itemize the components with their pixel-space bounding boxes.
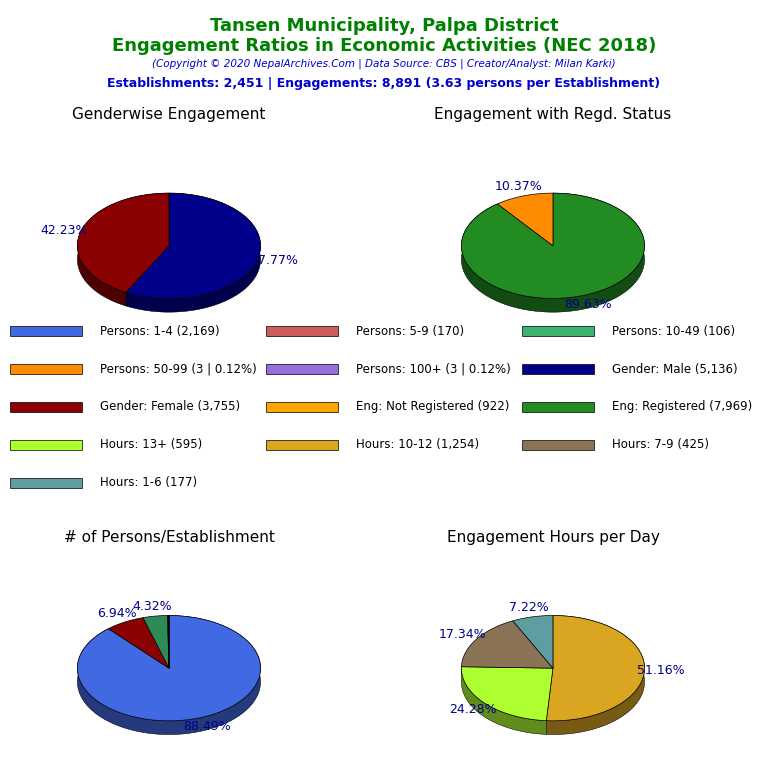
FancyBboxPatch shape — [522, 402, 594, 412]
Text: Hours: 10-12 (1,254): Hours: 10-12 (1,254) — [356, 439, 479, 452]
Text: Gender: Male (5,136): Gender: Male (5,136) — [612, 362, 737, 376]
Text: Persons: 1-4 (2,169): Persons: 1-4 (2,169) — [100, 325, 220, 338]
Ellipse shape — [78, 207, 260, 312]
FancyBboxPatch shape — [10, 440, 82, 449]
Text: Genderwise Engagement: Genderwise Engagement — [72, 108, 266, 122]
Text: # of Persons/Establishment: # of Persons/Establishment — [64, 530, 274, 545]
Ellipse shape — [462, 207, 644, 312]
Text: 17.34%: 17.34% — [439, 628, 486, 641]
Text: 89.63%: 89.63% — [564, 298, 611, 311]
Text: Persons: 5-9 (170): Persons: 5-9 (170) — [356, 325, 464, 338]
FancyBboxPatch shape — [10, 402, 82, 412]
Text: Persons: 50-99 (3 | 0.12%): Persons: 50-99 (3 | 0.12%) — [100, 362, 257, 376]
Text: 57.77%: 57.77% — [250, 254, 298, 267]
Text: Tansen Municipality, Palpa District: Tansen Municipality, Palpa District — [210, 17, 558, 35]
FancyBboxPatch shape — [266, 364, 338, 374]
Text: Engagement Hours per Day: Engagement Hours per Day — [446, 530, 660, 545]
Text: 7.22%: 7.22% — [508, 601, 548, 614]
Text: Hours: 7-9 (425): Hours: 7-9 (425) — [612, 439, 709, 452]
Text: 51.16%: 51.16% — [637, 664, 685, 677]
FancyBboxPatch shape — [266, 402, 338, 412]
Text: Gender: Female (3,755): Gender: Female (3,755) — [100, 400, 240, 413]
FancyBboxPatch shape — [10, 364, 82, 374]
Text: Eng: Registered (7,969): Eng: Registered (7,969) — [612, 400, 752, 413]
Polygon shape — [462, 621, 553, 668]
Text: 24.28%: 24.28% — [449, 703, 497, 717]
FancyBboxPatch shape — [522, 364, 594, 374]
Ellipse shape — [78, 629, 260, 734]
Text: Establishments: 2,451 | Engagements: 8,891 (3.63 persons per Establishment): Establishments: 2,451 | Engagements: 8,8… — [108, 77, 660, 90]
Polygon shape — [126, 193, 260, 299]
Polygon shape — [78, 193, 169, 293]
FancyBboxPatch shape — [266, 326, 338, 336]
FancyBboxPatch shape — [10, 478, 82, 488]
Polygon shape — [546, 615, 644, 734]
Text: 4.32%: 4.32% — [133, 601, 173, 613]
Text: Engagement with Regd. Status: Engagement with Regd. Status — [435, 108, 671, 122]
Text: Engagement Ratios in Economic Activities (NEC 2018): Engagement Ratios in Economic Activities… — [112, 37, 656, 55]
Polygon shape — [513, 615, 553, 668]
Text: 6.94%: 6.94% — [97, 607, 137, 621]
Polygon shape — [498, 193, 553, 246]
Polygon shape — [167, 615, 169, 668]
Text: Hours: 13+ (595): Hours: 13+ (595) — [100, 439, 202, 452]
Text: (Copyright © 2020 NepalArchives.Com | Data Source: CBS | Creator/Analyst: Milan : (Copyright © 2020 NepalArchives.Com | Da… — [152, 58, 616, 69]
Polygon shape — [126, 193, 260, 312]
Polygon shape — [462, 193, 644, 312]
Text: 42.23%: 42.23% — [41, 224, 88, 237]
FancyBboxPatch shape — [10, 326, 82, 336]
FancyBboxPatch shape — [266, 440, 338, 449]
FancyBboxPatch shape — [522, 326, 594, 336]
Polygon shape — [462, 193, 644, 299]
FancyBboxPatch shape — [522, 440, 594, 449]
Text: Eng: Not Registered (922): Eng: Not Registered (922) — [356, 400, 509, 413]
Polygon shape — [108, 617, 169, 668]
Text: 88.49%: 88.49% — [184, 720, 231, 733]
Polygon shape — [462, 667, 553, 720]
Text: Hours: 1-6 (177): Hours: 1-6 (177) — [100, 476, 197, 489]
Polygon shape — [78, 615, 260, 734]
Text: Persons: 100+ (3 | 0.12%): Persons: 100+ (3 | 0.12%) — [356, 362, 511, 376]
Text: Persons: 10-49 (106): Persons: 10-49 (106) — [612, 325, 735, 338]
Polygon shape — [546, 615, 644, 721]
Polygon shape — [78, 615, 260, 721]
Polygon shape — [143, 615, 169, 668]
Polygon shape — [462, 667, 546, 734]
Ellipse shape — [462, 629, 644, 734]
Text: 10.37%: 10.37% — [495, 180, 542, 194]
Polygon shape — [78, 193, 169, 306]
